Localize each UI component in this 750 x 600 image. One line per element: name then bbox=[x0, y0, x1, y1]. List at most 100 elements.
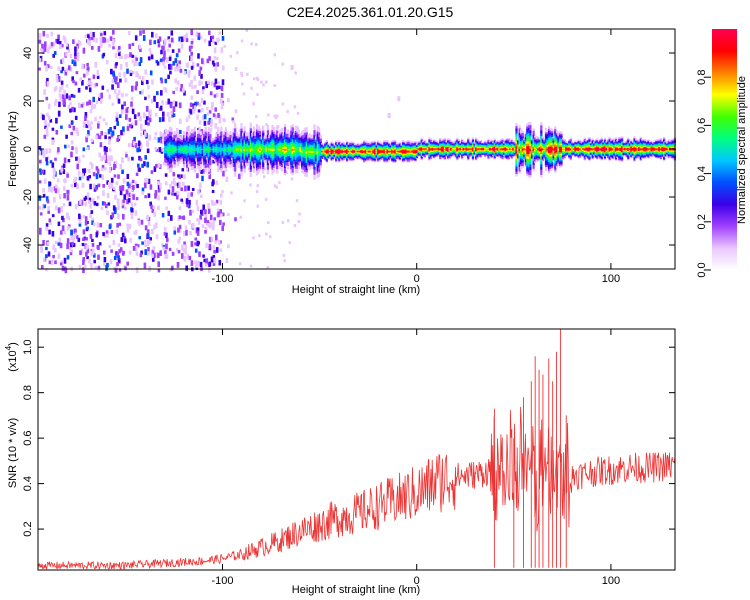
spectrogram-cell bbox=[162, 133, 165, 139]
spectrogram-cell bbox=[411, 148, 414, 151]
spectrogram-cell bbox=[204, 131, 207, 134]
spectrogram-cell bbox=[417, 143, 420, 146]
spectrogram-cell bbox=[383, 153, 386, 156]
spectrogram-cell bbox=[106, 262, 109, 268]
spectrogram-cell bbox=[254, 135, 257, 138]
spectrogram-cell bbox=[369, 145, 372, 148]
spectrogram-cell bbox=[196, 155, 200, 158]
spectrogram-cell bbox=[318, 145, 321, 149]
spectrogram-cell bbox=[302, 158, 305, 162]
spectrogram-cell bbox=[105, 146, 108, 152]
spectrogram-cell bbox=[422, 141, 425, 143]
spectrogram-cell bbox=[207, 150, 210, 153]
spectrogram-cell bbox=[394, 159, 397, 161]
spectrogram-cell bbox=[332, 147, 335, 149]
spectrogram-cell bbox=[257, 141, 260, 145]
spectrogram-cell bbox=[203, 161, 206, 164]
spectrogram-cell bbox=[347, 143, 350, 145]
spectrogram-cell bbox=[386, 154, 389, 157]
spectrogram-cell bbox=[240, 160, 243, 164]
spectrogram-cell bbox=[313, 132, 316, 136]
spectrogram-cell bbox=[226, 154, 229, 158]
spectrogram-cell bbox=[229, 148, 232, 151]
spectrogram-cell bbox=[215, 152, 218, 155]
spectrogram-cell bbox=[293, 142, 296, 145]
spectrogram-cell bbox=[200, 153, 203, 156]
spectrogram-cell bbox=[406, 145, 409, 147]
spectrogram-cell bbox=[184, 153, 187, 156]
spectrogram-cell bbox=[125, 93, 128, 97]
spectrogram-cell bbox=[364, 141, 367, 144]
spectrogram-cell bbox=[128, 223, 132, 230]
spectrogram-cell bbox=[183, 256, 186, 261]
spectrogram-cell bbox=[250, 86, 253, 90]
spectrogram-cell bbox=[144, 119, 148, 125]
spectrogram-cell bbox=[252, 165, 255, 169]
spectrogram-cell bbox=[97, 267, 100, 272]
spectrogram-cell bbox=[223, 157, 226, 160]
spectrogram-cell bbox=[112, 74, 116, 80]
spectrogram-cell bbox=[263, 151, 266, 154]
spectrogram-cell bbox=[401, 140, 405, 142]
spectrogram-cell bbox=[238, 154, 241, 157]
spectrogram-cell bbox=[221, 143, 224, 146]
spectrogram-cell bbox=[260, 151, 263, 154]
spectrogram-cell bbox=[157, 137, 161, 143]
spectrogram-cell bbox=[287, 159, 290, 162]
spectrogram-cell bbox=[165, 162, 168, 165]
spectrogram-cell bbox=[164, 140, 167, 143]
spectrogram-cell bbox=[398, 153, 401, 155]
spectrogram-cell bbox=[381, 152, 384, 154]
spectrogram-cell bbox=[92, 172, 96, 177]
spectrogram-cell bbox=[342, 142, 346, 144]
spectrogram-cell bbox=[71, 76, 74, 82]
spectrogram-cell bbox=[209, 166, 212, 169]
spectrogram-cell bbox=[201, 159, 204, 161]
spectrogram-cell bbox=[176, 145, 179, 148]
spectrogram-cell bbox=[350, 150, 353, 153]
spectrogram-cell bbox=[146, 233, 150, 238]
spectrogram-cell bbox=[276, 143, 279, 147]
spectrogram-cell bbox=[255, 143, 259, 147]
spectrogram-cell bbox=[401, 149, 405, 152]
spectrogram-cell bbox=[325, 144, 328, 146]
spectrogram-cell bbox=[48, 115, 51, 120]
spectrogram-cell bbox=[386, 140, 389, 142]
spectrogram-cell bbox=[243, 135, 246, 138]
spectrogram-cell bbox=[207, 131, 210, 135]
spectrogram-cell bbox=[47, 64, 50, 69]
spectrogram-cell bbox=[397, 153, 400, 155]
spectrogram-cell bbox=[92, 250, 95, 255]
spectrogram-cell bbox=[294, 168, 297, 171]
spectrogram-cell bbox=[79, 250, 82, 256]
spectrogram-cell bbox=[195, 145, 198, 148]
spectrogram-cell bbox=[262, 143, 265, 147]
spectrogram-cell bbox=[223, 165, 226, 169]
spectrogram-cell bbox=[90, 163, 94, 170]
spectrogram-cell bbox=[310, 139, 313, 142]
spectrogram-cell bbox=[386, 151, 389, 154]
spectrogram-cell bbox=[251, 136, 254, 139]
spectrogram-cell bbox=[372, 152, 375, 155]
spectrogram-cell bbox=[383, 142, 386, 144]
spectrogram-cell bbox=[305, 138, 308, 142]
spectrogram-cell bbox=[206, 148, 209, 150]
spectrogram-cell bbox=[310, 145, 313, 148]
spectrogram-cell bbox=[409, 159, 412, 161]
spectrogram-cell bbox=[229, 139, 232, 142]
spectrogram-cell bbox=[314, 139, 318, 142]
spectrogram-cell bbox=[257, 168, 260, 172]
spectrogram-cell bbox=[246, 157, 249, 160]
spectrogram-cell bbox=[260, 156, 263, 159]
spectrogram-cell bbox=[165, 156, 168, 159]
spectrogram-cell bbox=[260, 159, 263, 161]
spectrogram-cell bbox=[405, 143, 408, 145]
spectrogram-cell bbox=[170, 133, 173, 137]
spectrogram-cell bbox=[324, 155, 327, 157]
spectrogram-cell bbox=[341, 156, 344, 158]
spectrogram-cell bbox=[72, 235, 75, 242]
spectrogram-cell bbox=[204, 141, 207, 145]
spectrogram-cell bbox=[88, 168, 91, 173]
spectrogram-cell bbox=[122, 250, 125, 255]
spectrogram-cell bbox=[187, 185, 190, 191]
